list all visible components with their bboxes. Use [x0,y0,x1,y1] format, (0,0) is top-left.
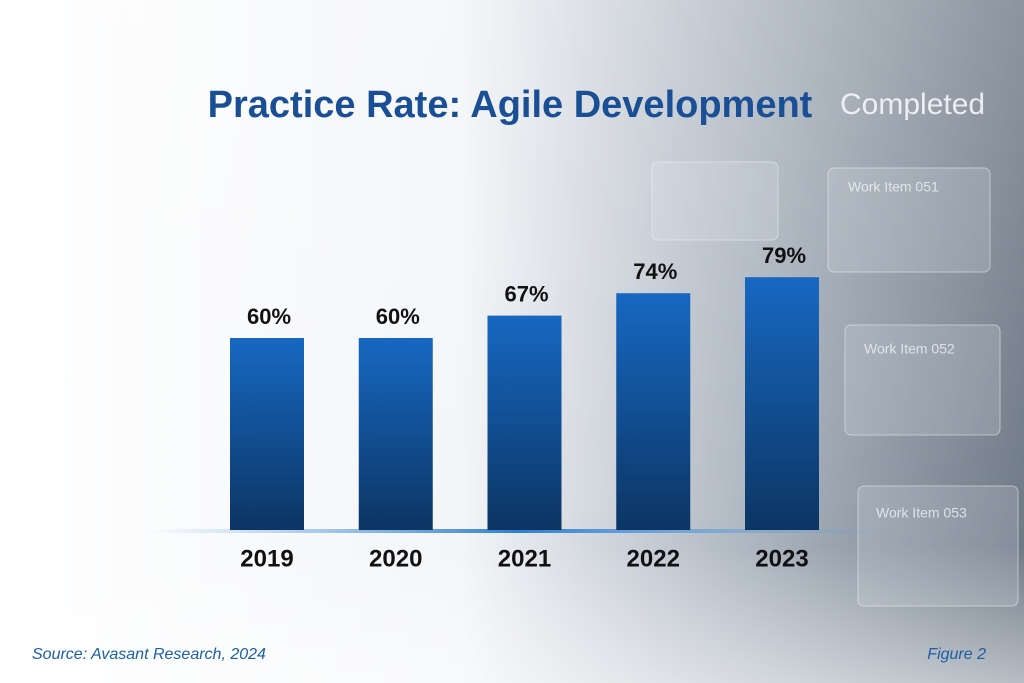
bar [745,277,819,530]
x-tick-label: 2019 [240,545,293,572]
x-tick-label: 2023 [755,545,808,572]
chart-title: Practice Rate: Agile Development [208,84,813,126]
card [651,161,779,241]
card [827,167,991,273]
background-cards [651,161,1019,607]
background-label: Work Item 053 [876,505,967,521]
bar [487,315,562,530]
figure-label: Figure 2 [927,646,986,663]
x-tick-label: 2021 [498,545,551,572]
card [844,324,1001,436]
card [857,485,1019,607]
value-label: 60% [376,304,420,329]
background-label: Completed [840,88,985,121]
bar [616,293,691,530]
x-tick-label: 2022 [627,545,680,572]
source: Source: Avasant Research, 2024 [32,646,266,663]
x-tick-label: 2020 [369,545,422,572]
value-label: 60% [247,304,291,329]
background-label: Work Item 052 [864,341,955,357]
value-label: 67% [504,281,548,306]
bar [358,338,433,530]
background-label: Work Item 051 [848,179,939,195]
value-label: 74% [633,259,677,284]
value-label: 79% [762,243,806,268]
baseline [150,529,890,533]
bar [230,338,304,530]
